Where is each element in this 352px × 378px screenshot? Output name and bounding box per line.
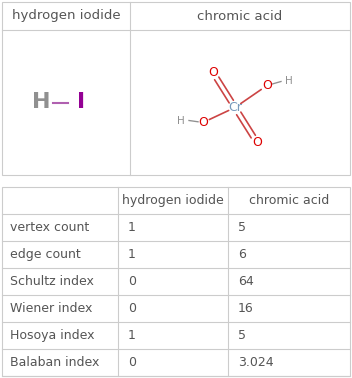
Text: O: O	[252, 136, 262, 149]
Text: 1: 1	[128, 248, 136, 261]
Text: 5: 5	[238, 221, 246, 234]
Text: O: O	[198, 116, 208, 129]
Text: 0: 0	[128, 302, 136, 315]
Text: H: H	[177, 116, 185, 125]
Text: 16: 16	[238, 302, 254, 315]
Text: chromic acid: chromic acid	[249, 194, 329, 207]
Text: O: O	[208, 66, 218, 79]
Text: vertex count: vertex count	[10, 221, 89, 234]
Text: 3.024: 3.024	[238, 356, 274, 369]
Text: hydrogen iodide: hydrogen iodide	[12, 9, 120, 23]
Text: 1: 1	[128, 221, 136, 234]
Text: I: I	[77, 93, 85, 113]
Text: H: H	[285, 76, 293, 87]
Text: Cr: Cr	[228, 101, 242, 114]
Text: 0: 0	[128, 275, 136, 288]
Text: Wiener index: Wiener index	[10, 302, 92, 315]
Text: Hosoya index: Hosoya index	[10, 329, 94, 342]
Text: 6: 6	[238, 248, 246, 261]
Bar	[2, 187, 350, 376]
Text: hydrogen iodide: hydrogen iodide	[122, 194, 224, 207]
Text: 0: 0	[128, 356, 136, 369]
Text: edge count: edge count	[10, 248, 81, 261]
Text: Balaban index: Balaban index	[10, 356, 99, 369]
Text: H: H	[32, 93, 50, 113]
Text: Schultz index: Schultz index	[10, 275, 94, 288]
Text: 5: 5	[238, 329, 246, 342]
Text: chromic acid: chromic acid	[197, 9, 283, 23]
Text: 1: 1	[128, 329, 136, 342]
Text: 64: 64	[238, 275, 254, 288]
Text: O: O	[262, 79, 272, 92]
Bar	[2, 2, 350, 175]
